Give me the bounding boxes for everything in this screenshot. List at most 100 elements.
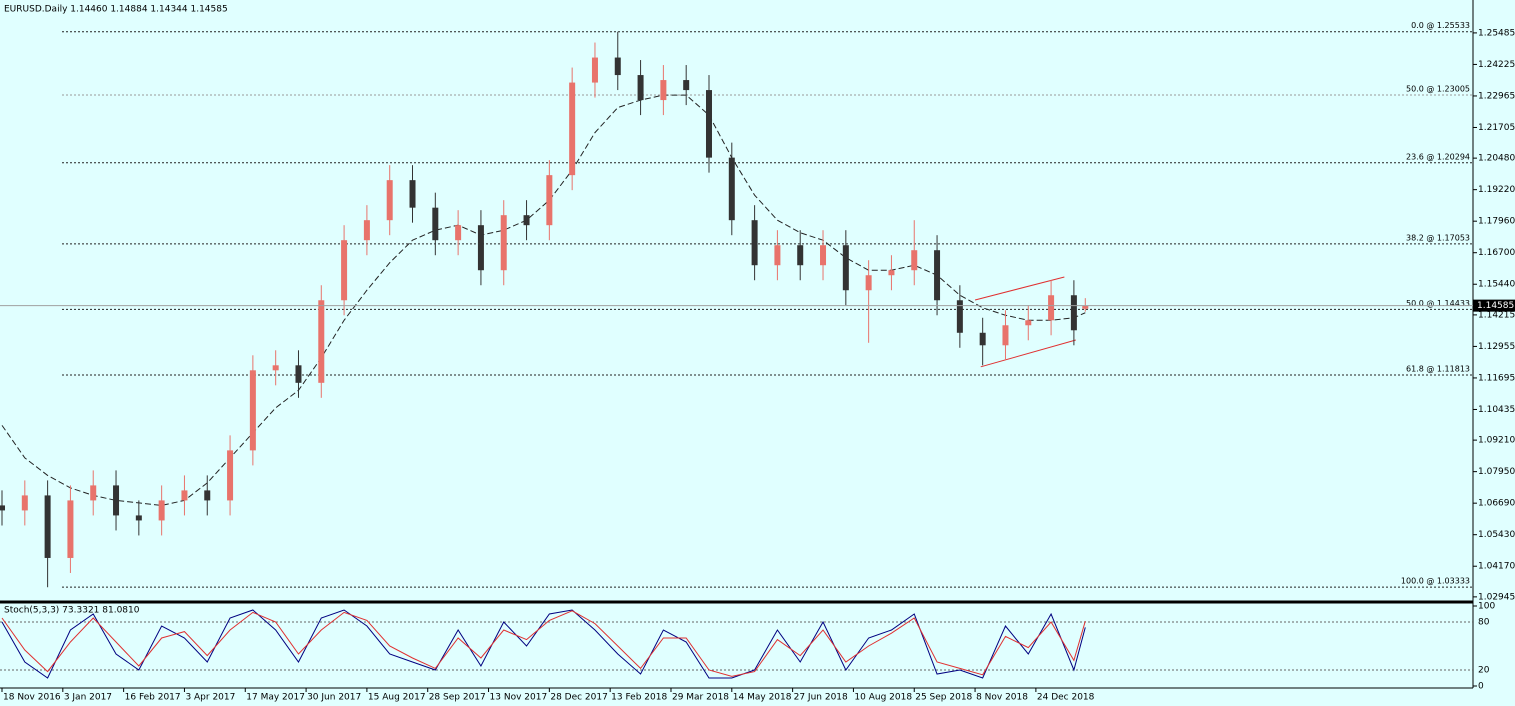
candle-body — [614, 57, 621, 76]
fib-label: 50.0 @ 1.14433 — [1406, 299, 1470, 308]
candle-body — [21, 495, 28, 511]
candle-body — [956, 300, 963, 333]
candle-body — [842, 245, 849, 291]
candle-body — [751, 220, 758, 266]
y-tick-label: 1.24225 — [1478, 60, 1515, 70]
x-tick-label: 28 Dec 2017 — [550, 693, 608, 703]
candle-body — [432, 207, 439, 241]
x-tick-label: 10 Aug 2018 — [854, 693, 912, 703]
x-tick-label: 13 Nov 2017 — [490, 693, 548, 703]
candle-body — [911, 250, 918, 271]
y-tick-label: 1.11695 — [1478, 373, 1515, 383]
candle-body — [865, 275, 872, 291]
candle-body — [683, 80, 690, 91]
y-tick-label: 1.12955 — [1478, 342, 1515, 352]
fib-label: 0.0 @ 1.25533 — [1411, 21, 1470, 30]
y-tick-label: 1.22965 — [1478, 91, 1515, 101]
candle-body — [546, 175, 553, 226]
y-tick-label: 1.07950 — [1478, 467, 1515, 477]
last-price-label: 1.14585 — [1477, 301, 1514, 311]
candle-body — [227, 450, 234, 501]
candle-body — [660, 80, 667, 101]
candle-body — [67, 500, 74, 558]
x-tick-label: 8 Nov 2018 — [976, 693, 1028, 703]
candle-body — [728, 157, 735, 221]
indicator-title: Stoch(5,3,3) 73.3321 81.0810 — [4, 606, 140, 616]
candle-body — [44, 495, 51, 558]
candle-body — [1070, 295, 1077, 331]
y-tick-label: 100 — [1478, 602, 1495, 612]
candle-body — [500, 215, 507, 271]
candle-body — [705, 90, 712, 158]
candle-body — [363, 220, 370, 241]
fib-label: 38.2 @ 1.17053 — [1406, 233, 1470, 242]
candle-body — [0, 505, 5, 511]
fib-label: 50.0 @ 1.23005 — [1406, 84, 1470, 93]
candle-body — [979, 332, 986, 346]
candle-body — [569, 82, 576, 176]
y-tick-label: 1.15440 — [1478, 280, 1515, 290]
x-tick-label: 14 May 2018 — [733, 693, 792, 703]
fib-label: 61.8 @ 1.11813 — [1406, 364, 1470, 373]
last-price-box — [1473, 299, 1515, 312]
y-tick-label: 0 — [1478, 682, 1484, 692]
x-tick-label: 24 Dec 2018 — [1037, 693, 1095, 703]
y-tick-label: 1.21705 — [1478, 123, 1515, 133]
candle-body — [455, 225, 462, 241]
candle-body — [1048, 295, 1055, 321]
candle-body — [386, 180, 393, 221]
x-tick-label: 27 Jun 2018 — [794, 693, 848, 703]
candle-body — [820, 245, 827, 266]
candle-body — [1002, 325, 1009, 346]
stoch-line — [1, 609, 1086, 679]
candle-body — [90, 485, 97, 501]
x-tick-label: 29 Mar 2018 — [672, 693, 729, 703]
stoch-line — [1, 610, 1086, 677]
candle-body — [181, 490, 188, 501]
candle-body — [135, 515, 142, 521]
candle-body — [591, 57, 598, 83]
candle-body — [409, 180, 416, 208]
x-tick-label: 3 Jan 2017 — [64, 693, 112, 703]
y-tick-label: 80 — [1478, 618, 1490, 628]
y-tick-label: 1.19220 — [1478, 185, 1515, 195]
fib-label: 23.6 @ 1.20294 — [1406, 152, 1470, 161]
candle-body — [774, 245, 781, 266]
trend-line — [974, 276, 1065, 301]
y-tick-label: 1.25485 — [1478, 28, 1515, 38]
y-tick-label: 1.02945 — [1478, 592, 1515, 602]
x-tick-label: 25 Sep 2018 — [915, 693, 972, 703]
candle-body — [158, 500, 165, 521]
x-tick-label: 17 May 2017 — [246, 693, 305, 703]
y-tick-label: 1.16700 — [1478, 248, 1515, 258]
x-tick-label: 18 Nov 2016 — [3, 693, 61, 703]
candle-body — [318, 300, 325, 383]
fib-label: 100.0 @ 1.03333 — [1401, 577, 1470, 586]
y-tick-label: 1.05430 — [1478, 530, 1515, 540]
y-tick-label: 1.04170 — [1478, 562, 1515, 572]
y-tick-label: 1.06690 — [1478, 499, 1515, 509]
y-tick-label: 20 — [1478, 666, 1490, 676]
candle-body — [1025, 320, 1032, 326]
y-tick-label: 1.09210 — [1478, 436, 1515, 446]
x-tick-label: 16 Feb 2017 — [125, 693, 181, 703]
x-tick-label: 15 Aug 2017 — [368, 693, 426, 703]
y-tick-label: 1.17960 — [1478, 217, 1515, 227]
candle-body — [1082, 305, 1089, 309]
candle-body — [934, 250, 941, 301]
y-tick-label: 1.10435 — [1478, 405, 1515, 415]
y-tick-label: 1.20480 — [1478, 154, 1515, 164]
candle-body — [888, 270, 895, 276]
candle-body — [249, 370, 256, 451]
candle-body — [113, 485, 120, 516]
candle-body — [204, 490, 211, 501]
x-tick-label: 28 Sep 2017 — [429, 693, 486, 703]
candle-body — [637, 75, 644, 101]
candle-body — [295, 365, 302, 383]
x-tick-label: 13 Feb 2018 — [611, 693, 667, 703]
x-tick-label: 30 Jun 2017 — [307, 693, 361, 703]
candle-body — [797, 245, 804, 266]
candle-body — [341, 240, 348, 301]
